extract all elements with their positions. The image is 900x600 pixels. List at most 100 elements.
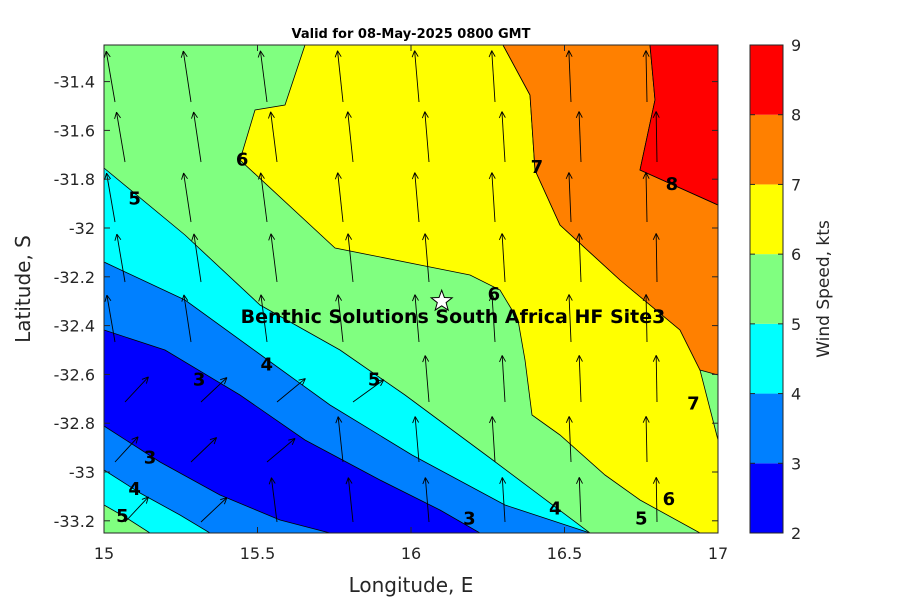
x-tick-label: 16.5	[547, 544, 583, 563]
y-tick-label: -31.4	[54, 73, 95, 92]
contour-label: 3	[144, 447, 157, 468]
contour-label: 8	[666, 174, 679, 195]
wind-arrow-head	[568, 50, 573, 57]
wind-arrow-head	[723, 416, 726, 422]
wind-arrow-head	[191, 111, 195, 119]
wind-arrow-head	[258, 294, 262, 302]
wind-arrow-head	[291, 438, 296, 445]
wind-arrow-head	[421, 111, 426, 119]
wind-arrow-head	[578, 355, 583, 362]
wind-arrow-shaft	[259, 50, 268, 103]
wind-arrow-head	[337, 416, 343, 423]
y-tick-label: -32	[69, 219, 95, 238]
wind-arrow-head	[181, 294, 185, 302]
wind-arrow-head	[114, 112, 117, 119]
wind-arrow-shaft	[200, 377, 228, 403]
wind-arrow-head	[270, 233, 276, 240]
wind-arrow-head	[213, 437, 218, 445]
wind-arrow-head	[141, 496, 149, 500]
wind-arrow-head	[268, 111, 272, 119]
wind-arrow-head	[733, 477, 736, 483]
wind-arrow-shaft	[568, 294, 572, 343]
contour-band-4-5-south	[104, 469, 211, 533]
colorbar-frame	[749, 44, 784, 534]
wind-arrow-head	[723, 172, 726, 178]
colorbar-swatch-4-5	[750, 323, 783, 394]
wind-arrow-shaft	[270, 111, 278, 163]
wind-arrow-head	[104, 51, 107, 59]
wind-arrow-head	[257, 50, 261, 58]
wind-arrow-shaft	[114, 436, 139, 463]
wind-arrow-head	[270, 111, 275, 118]
wind-arrow-shaft	[116, 112, 126, 163]
wind-arrow-head	[652, 233, 657, 240]
wind-arrow-head	[565, 416, 570, 423]
y-tick-label: -32.6	[54, 365, 95, 384]
wind-arrow-head	[334, 172, 339, 180]
wind-arrow-shaft	[105, 51, 116, 103]
wind-arrow-head	[578, 111, 583, 118]
wind-vectors	[104, 50, 736, 523]
contour-label: 5	[368, 369, 381, 390]
wind-arrow-head	[220, 377, 228, 381]
colorbar-swatch-8-9	[750, 45, 783, 115]
wind-arrow-shaft	[655, 233, 658, 283]
wind-arrow-head	[414, 294, 419, 301]
wind-arrow-shaft	[645, 172, 648, 223]
wind-arrow-shaft	[645, 294, 648, 343]
wind-arrow-head	[720, 416, 723, 422]
wind-arrow-head	[223, 377, 228, 385]
wind-arrow-head	[499, 355, 503, 363]
colorbar-tick-label: 2	[791, 524, 801, 543]
wind-arrow-head	[183, 172, 188, 179]
wind-arrow-shaft	[347, 477, 354, 523]
wind-arrow-shaft	[347, 233, 354, 283]
wind-arrow-shaft	[414, 50, 420, 103]
wind-arrow-shaft	[193, 111, 202, 163]
wind-arrow-head	[565, 172, 570, 180]
wind-arrow-shaft	[337, 294, 344, 343]
wind-arrow-head	[193, 233, 199, 240]
wind-arrow-head	[652, 111, 657, 118]
wind-arrow-head	[412, 294, 416, 302]
wind-arrow-shaft	[414, 294, 420, 343]
contour-label: 6	[663, 489, 676, 510]
y-tick-label: -32.8	[54, 414, 95, 433]
wind-arrow-head	[114, 233, 118, 241]
wind-arrow-head	[655, 233, 660, 240]
contour-label: 4	[549, 499, 562, 520]
wind-arrow-shaft	[491, 294, 496, 343]
wind-arrow-head	[337, 50, 342, 57]
wind-arrow-head	[491, 294, 496, 301]
wind-arrow-head	[575, 233, 580, 241]
y-axis-ticks: -31.4 -31.6 -31.8 -32 -32.2 -32.4 -32.6 -32.8 -3…	[54, 73, 718, 531]
wind-arrow-head	[733, 355, 736, 361]
wind-arrow-head	[498, 111, 503, 119]
y-tick-label: -32.2	[54, 268, 95, 287]
wind-arrow-head	[568, 416, 573, 423]
wind-arrow-head	[720, 172, 723, 178]
wind-arrow-shaft	[106, 294, 116, 343]
wind-arrow-shaft	[645, 50, 648, 103]
wind-arrow-head	[655, 111, 660, 118]
wind-arrow-shaft	[501, 477, 506, 523]
wind-arrow-shaft	[645, 416, 648, 463]
x-tick-label: 17	[708, 544, 728, 563]
wind-arrow-head	[499, 477, 503, 485]
y-axis-label: Latitude, S	[11, 235, 35, 343]
colorbar-tick-label: 4	[791, 385, 801, 404]
wind-arrow-head	[260, 172, 265, 179]
wind-arrow-head	[491, 416, 496, 423]
contour-band-8-9	[639, 45, 718, 206]
wind-arrow-shaft	[183, 172, 192, 223]
wind-arrow-head	[302, 378, 306, 386]
y-tick-label: -32.4	[54, 317, 95, 336]
wind-arrow-head	[498, 233, 503, 241]
colorbar-tick-label: 9	[791, 36, 801, 55]
wind-arrow-head	[730, 233, 733, 239]
wind-arrow-head	[655, 355, 660, 362]
wind-arrow-shaft	[501, 233, 506, 283]
wind-arrow-head	[380, 379, 385, 387]
